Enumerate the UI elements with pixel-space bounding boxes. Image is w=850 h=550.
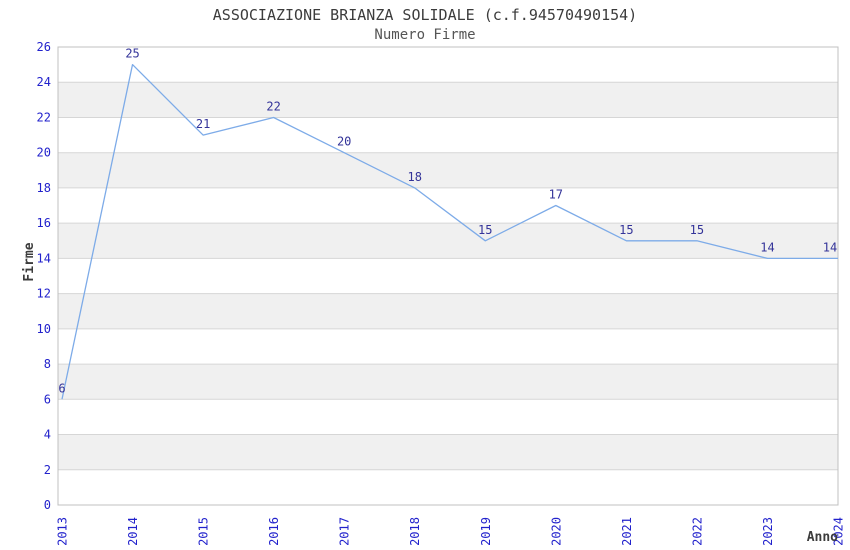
grid-band bbox=[58, 152, 838, 188]
data-label: 25 bbox=[125, 47, 139, 61]
data-label: 14 bbox=[760, 240, 774, 254]
grid-band bbox=[58, 223, 838, 259]
grid-band bbox=[58, 293, 838, 329]
x-tick-label: 2023 bbox=[761, 517, 775, 546]
x-tick-label: 2018 bbox=[408, 517, 422, 546]
chart-title: ASSOCIAZIONE BRIANZA SOLIDALE (c.f.94570… bbox=[212, 6, 638, 24]
y-tick-label: 6 bbox=[44, 392, 51, 406]
x-tick-label: 2015 bbox=[197, 517, 211, 546]
data-label: 18 bbox=[408, 170, 422, 184]
y-tick-label: 4 bbox=[44, 428, 51, 442]
x-tick-label: 2024 bbox=[832, 517, 846, 546]
y-tick-label: 8 bbox=[44, 357, 51, 371]
grid-band bbox=[58, 364, 838, 400]
y-tick-label: 24 bbox=[37, 75, 51, 89]
y-tick-label: 26 bbox=[37, 40, 51, 54]
x-tick-label: 2014 bbox=[126, 517, 140, 546]
x-axis-label: Anno bbox=[806, 530, 838, 545]
chart-subtitle: Numero Firme bbox=[374, 27, 476, 43]
y-tick-label: 16 bbox=[37, 216, 51, 230]
y-tick-label: 2 bbox=[44, 463, 51, 477]
x-tick-label: 2017 bbox=[338, 517, 352, 546]
y-tick-label: 0 bbox=[44, 498, 51, 512]
data-label: 15 bbox=[690, 223, 704, 237]
y-tick-label: 20 bbox=[37, 146, 51, 160]
data-label: 20 bbox=[337, 135, 351, 149]
x-tick-label: 2021 bbox=[620, 517, 634, 546]
x-tick-label: 2022 bbox=[690, 517, 704, 546]
grid-band bbox=[58, 82, 838, 118]
data-label: 15 bbox=[619, 223, 633, 237]
data-label: 14 bbox=[823, 240, 837, 254]
data-label: 17 bbox=[549, 188, 563, 202]
x-tick-label: 2013 bbox=[56, 517, 70, 546]
y-tick-label: 14 bbox=[37, 251, 51, 265]
x-tick-label: 2019 bbox=[479, 517, 493, 546]
x-tick-label: 2020 bbox=[549, 517, 563, 546]
y-tick-label: 12 bbox=[37, 287, 51, 301]
plot-border bbox=[57, 46, 839, 506]
data-label: 21 bbox=[196, 117, 210, 131]
series-line bbox=[61, 63, 838, 400]
x-tick-label: 2016 bbox=[267, 517, 281, 546]
grid-band bbox=[58, 434, 838, 470]
data-label: 22 bbox=[266, 99, 280, 113]
data-label: 15 bbox=[478, 223, 492, 237]
data-label: 6 bbox=[58, 381, 65, 395]
y-tick-label: 22 bbox=[37, 110, 51, 124]
y-tick-label: 10 bbox=[37, 322, 51, 336]
y-tick-label: 18 bbox=[37, 181, 51, 195]
